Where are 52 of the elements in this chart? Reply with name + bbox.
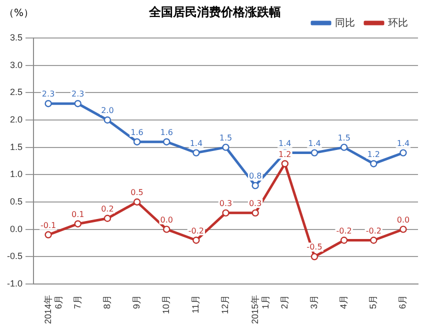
data-label: 0.3 xyxy=(248,198,262,208)
y-axis-title: （%） xyxy=(4,7,34,20)
data-label: 1.5 xyxy=(219,133,232,142)
y-tick-label: -1.0 xyxy=(6,278,23,288)
y-tick-label: 3.5 xyxy=(10,32,23,42)
data-label: 1.4 xyxy=(396,138,410,148)
x-tick-label: 4月 xyxy=(338,294,349,309)
data-label: 0.8 xyxy=(248,172,262,181)
data-label: -0.1 xyxy=(40,220,56,230)
y-tick-label: 2.5 xyxy=(10,87,23,98)
chart-title: 全国居民消费价格涨跌幅 xyxy=(149,5,281,19)
x-tick-label: 8月 xyxy=(102,294,112,309)
data-label: -0.2 xyxy=(336,226,352,236)
y-tick-label: 2.0 xyxy=(10,114,23,124)
legend-label: 同比 xyxy=(335,16,355,29)
y-tick-label: -0.5 xyxy=(6,251,23,262)
x-tick-label: 11月 xyxy=(190,294,201,314)
data-label: 0.5 xyxy=(130,188,144,198)
x-tick-label: 12月 xyxy=(220,294,230,314)
x-tick-label: 6月 xyxy=(398,294,408,309)
data-label: 1.6 xyxy=(130,128,144,137)
x-tick-label: 2015年 1月 xyxy=(250,294,271,324)
y-tick-label: 3.0 xyxy=(10,60,23,70)
data-label: 0.3 xyxy=(219,198,232,208)
data-label: 0.0 xyxy=(396,215,410,224)
data-label: 1.2 xyxy=(367,150,380,159)
data-label: 2.0 xyxy=(101,106,114,116)
y-tick-label: 1.5 xyxy=(10,142,23,152)
data-label: 2.3 xyxy=(42,90,55,99)
x-tick-label: 7月 xyxy=(72,294,82,309)
data-label: 1.4 xyxy=(190,138,203,148)
data-label: 2.3 xyxy=(72,90,84,99)
data-label: 1.4 xyxy=(278,138,292,148)
data-label: -0.5 xyxy=(306,242,322,252)
x-tick-label: 9月 xyxy=(132,294,142,309)
x-tick-label: 2月 xyxy=(279,294,290,309)
x-tick-label: 10月 xyxy=(161,294,172,314)
x-tick-label: 3月 xyxy=(308,294,319,309)
data-label: 0.1 xyxy=(72,210,84,219)
y-tick-label: 1.0 xyxy=(10,169,23,180)
data-label: 0.0 xyxy=(160,215,173,224)
y-tick-label: 0.5 xyxy=(10,196,23,206)
data-label: -0.2 xyxy=(188,226,204,236)
x-tick-label: 2014年 6月 xyxy=(42,294,64,324)
data-label: -0.2 xyxy=(366,226,382,236)
data-label: 0.2 xyxy=(101,204,114,214)
y-tick-label: 0.0 xyxy=(10,224,23,234)
x-tick-label: 5月 xyxy=(368,294,378,309)
data-label: 1.4 xyxy=(308,138,321,148)
data-label: 1.6 xyxy=(160,128,173,137)
legend-label: 环比 xyxy=(388,16,408,29)
data-label: 1.5 xyxy=(338,133,350,142)
